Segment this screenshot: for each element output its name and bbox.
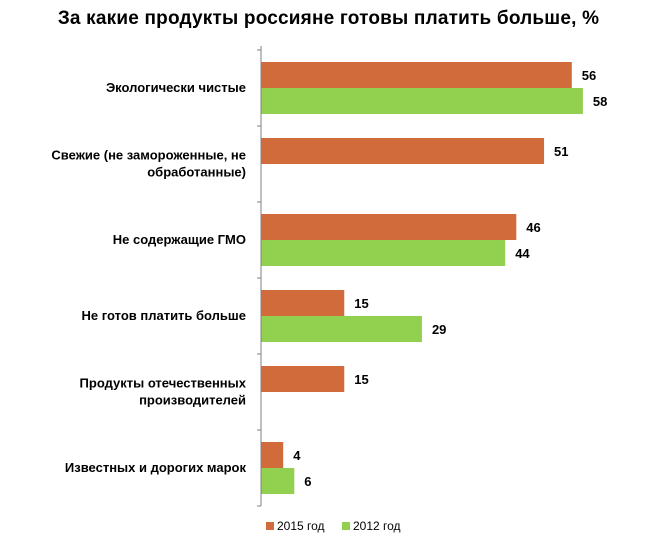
- category-label-line: Свежие (не замороженные, не: [51, 148, 246, 163]
- data-label: 51: [554, 144, 568, 159]
- legend-label: 2015 год: [277, 519, 325, 533]
- category-label-line: Продукты отечественных: [80, 376, 247, 391]
- data-label: 15: [354, 296, 368, 311]
- data-label: 44: [515, 246, 530, 261]
- bar-series-1: [261, 138, 545, 164]
- data-label: 46: [526, 220, 540, 235]
- bar-series-1: [261, 366, 345, 392]
- legend: 2015 год 2012 год: [266, 519, 401, 533]
- bar-series-1: [261, 442, 284, 468]
- bar-series-1: [261, 62, 572, 88]
- category-label: Свежие (не замороженные, не обработанные): [51, 148, 246, 180]
- legend-swatch: [342, 522, 350, 530]
- axis-layer: [257, 46, 262, 507]
- labels-layer: Экологически чистые 56 58 Свежие (не заморо…: [51, 68, 607, 489]
- data-label: 58: [593, 94, 607, 109]
- bar-series-1: [261, 290, 345, 316]
- data-label: 15: [354, 372, 368, 387]
- legend-swatch: [266, 522, 274, 530]
- data-label: 4: [293, 448, 301, 463]
- category-label-line: обработанные): [147, 165, 246, 180]
- bar-series-1: [261, 214, 517, 240]
- legend-label: 2012 год: [353, 519, 401, 533]
- category-label-line: Не содержащие ГМО: [113, 232, 246, 247]
- category-label-line: производителей: [139, 393, 246, 408]
- category-label-line: Не готов платить больше: [82, 308, 246, 323]
- bar-series-2: [261, 240, 506, 266]
- data-label: 56: [582, 68, 596, 83]
- category-label: Продукты отечественных производителей: [80, 376, 247, 408]
- category-label-line: Известных и дорогих марок: [65, 460, 247, 475]
- data-label: 29: [432, 322, 446, 337]
- category-label: Не готов платить больше: [82, 308, 246, 323]
- bar-series-2: [261, 468, 295, 494]
- chart-title: За какие продукты россияне готовы платит…: [57, 8, 600, 29]
- bar-series-2: [261, 316, 422, 342]
- category-label: Известных и дорогих марок: [65, 460, 247, 475]
- category-label: Не содержащие ГМО: [113, 232, 246, 247]
- category-label: Экологически чистые: [106, 80, 246, 95]
- bars-layer: [261, 62, 583, 494]
- bar-series-2: [261, 88, 583, 114]
- data-label: 6: [304, 474, 311, 489]
- category-label-line: Экологически чистые: [106, 80, 246, 95]
